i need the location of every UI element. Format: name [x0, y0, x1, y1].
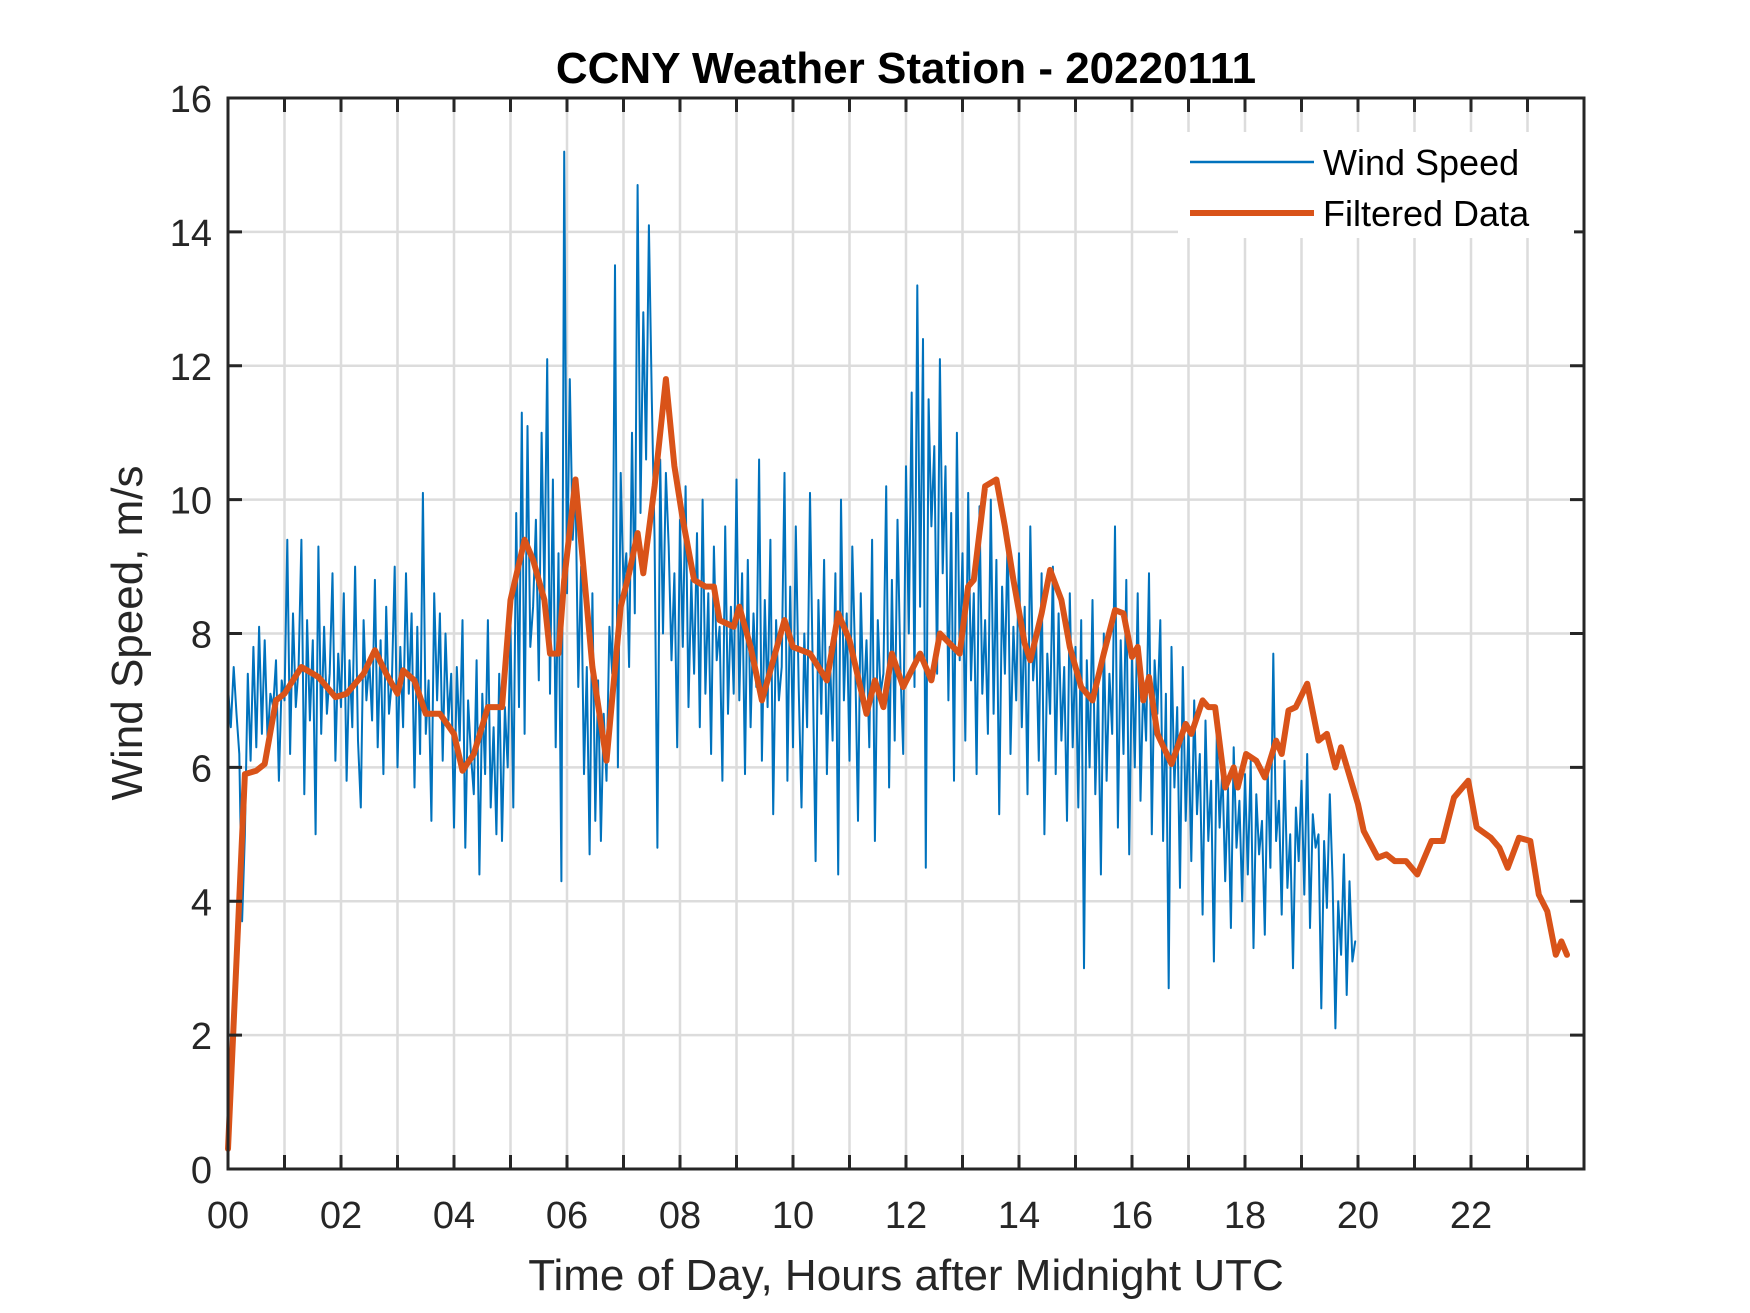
y-tick-label: 4: [191, 882, 212, 924]
y-tick-label: 6: [191, 748, 212, 790]
legend-label-filtered-data: Filtered Data: [1323, 193, 1530, 234]
x-tick-label: 00: [207, 1195, 249, 1237]
x-tick-label: 20: [1337, 1195, 1379, 1237]
y-tick-labels: 0 2 4 6 8 10 12 14 16: [170, 79, 212, 1192]
legend-label-wind-speed: Wind Speed: [1323, 142, 1519, 183]
x-axis-label: Time of Day, Hours after Midnight UTC: [528, 1251, 1284, 1300]
x-tick-label: 12: [885, 1195, 927, 1237]
x-tick-label: 02: [320, 1195, 362, 1237]
chart-title: CCNY Weather Station - 20220111: [556, 44, 1256, 93]
y-tick-label: 8: [191, 615, 212, 657]
x-tick-label: 06: [546, 1195, 588, 1237]
x-tick-label: 08: [659, 1195, 701, 1237]
y-tick-label: 2: [191, 1016, 212, 1058]
series-layer: [225, 150, 1570, 1152]
legend: Wind Speed Filtered Data: [1178, 132, 1574, 238]
y-tick-label: 16: [170, 79, 212, 121]
y-tick-label: 0: [191, 1150, 212, 1192]
x-tick-label: 22: [1450, 1195, 1492, 1237]
legend-box: [1178, 132, 1574, 238]
x-tick-label: 04: [433, 1195, 475, 1237]
y-axis-label: Wind Speed, m/s: [103, 465, 152, 800]
y-tick-label: 12: [170, 347, 212, 389]
grid-lines: [228, 98, 1584, 1169]
x-tick-label: 14: [998, 1195, 1040, 1237]
series-line-wind-speed: [227, 150, 1357, 1030]
x-tick-label: 10: [772, 1195, 814, 1237]
x-tick-labels: 00 02 04 06 08 10 12 14 16 18 20 22: [207, 1195, 1492, 1237]
y-tick-label: 10: [170, 481, 212, 523]
x-tick-label: 16: [1111, 1195, 1153, 1237]
y-tick-label: 14: [170, 213, 212, 255]
x-tick-label: 18: [1224, 1195, 1266, 1237]
series-line-filtered-data: [225, 376, 1570, 1152]
